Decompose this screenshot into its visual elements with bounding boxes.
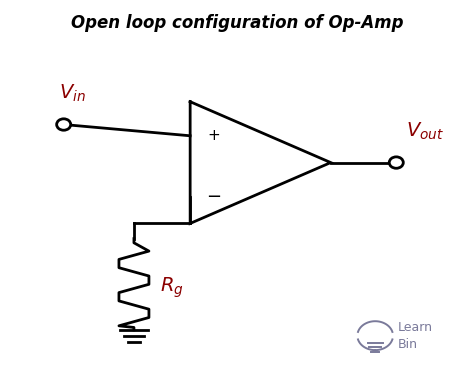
Text: $\mathbf{\it{V}}_{in}$: $\mathbf{\it{V}}_{in}$ bbox=[59, 82, 86, 103]
Text: Learn
Bin: Learn Bin bbox=[398, 321, 433, 350]
Text: −: − bbox=[206, 188, 221, 206]
Text: $\mathbf{\it{R}}_g$: $\mathbf{\it{R}}_g$ bbox=[160, 276, 183, 300]
Text: Open loop configuration of Op-Amp: Open loop configuration of Op-Amp bbox=[71, 14, 403, 32]
Text: $\mathbf{\it{V}}_{out}$: $\mathbf{\it{V}}_{out}$ bbox=[406, 120, 444, 142]
Text: +: + bbox=[207, 128, 220, 143]
Circle shape bbox=[389, 157, 403, 168]
Circle shape bbox=[57, 119, 71, 130]
